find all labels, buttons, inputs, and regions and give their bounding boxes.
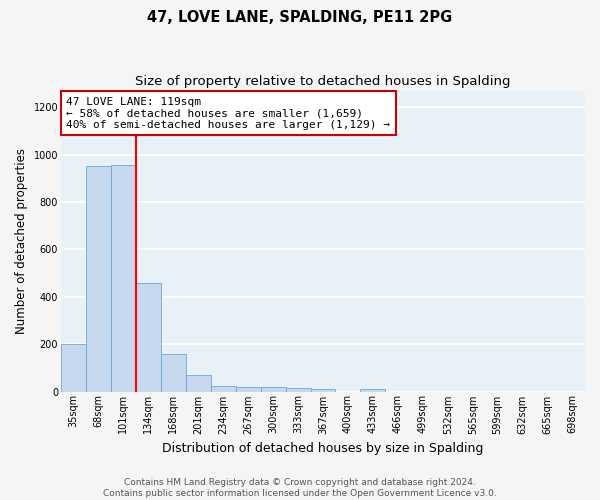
Bar xyxy=(61,344,86,392)
Title: Size of property relative to detached houses in Spalding: Size of property relative to detached ho… xyxy=(135,75,511,88)
Bar xyxy=(186,375,211,392)
Bar xyxy=(161,354,186,392)
Bar xyxy=(111,165,136,392)
Text: Contains HM Land Registry data © Crown copyright and database right 2024.
Contai: Contains HM Land Registry data © Crown c… xyxy=(103,478,497,498)
Bar xyxy=(286,388,311,392)
Bar xyxy=(260,387,286,392)
Bar xyxy=(136,282,161,392)
Bar xyxy=(361,388,385,392)
Text: 47, LOVE LANE, SPALDING, PE11 2PG: 47, LOVE LANE, SPALDING, PE11 2PG xyxy=(148,10,452,25)
X-axis label: Distribution of detached houses by size in Spalding: Distribution of detached houses by size … xyxy=(162,442,484,455)
Bar xyxy=(236,387,260,392)
Bar xyxy=(211,386,236,392)
Bar xyxy=(86,166,111,392)
Text: 47 LOVE LANE: 119sqm
← 58% of detached houses are smaller (1,659)
40% of semi-de: 47 LOVE LANE: 119sqm ← 58% of detached h… xyxy=(66,96,390,130)
Bar xyxy=(311,389,335,392)
Y-axis label: Number of detached properties: Number of detached properties xyxy=(15,148,28,334)
